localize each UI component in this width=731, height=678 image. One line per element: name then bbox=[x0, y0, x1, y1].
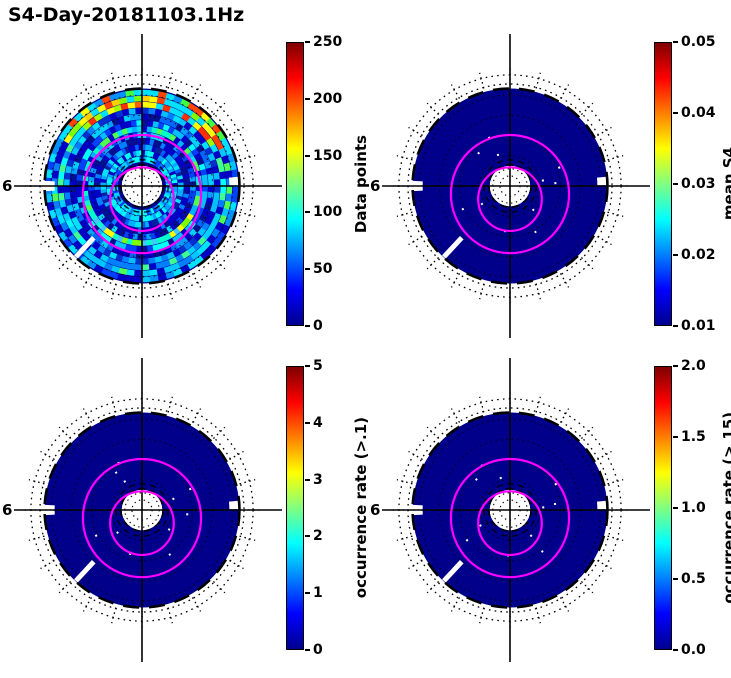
colorbar-tick bbox=[673, 507, 678, 509]
colorbar-tick bbox=[673, 254, 678, 256]
colorbar-gradient bbox=[286, 366, 304, 650]
colorbar-tick-label: 0 bbox=[313, 318, 323, 334]
colorbar-axis-label: occurrence rate (>.15) bbox=[720, 412, 731, 604]
colorbar-tick-label: 0.0 bbox=[681, 642, 706, 658]
colorbar-tick-label: 5 bbox=[313, 358, 323, 374]
magnetic-latitude-contours bbox=[81, 133, 203, 255]
cross-axes bbox=[382, 358, 650, 662]
colorbar-tick bbox=[305, 41, 310, 43]
cross-axes bbox=[14, 358, 282, 662]
colorbar-tick-label: 1.5 bbox=[681, 429, 706, 445]
colorbar-tick bbox=[673, 436, 678, 438]
colorbar-column: 0.0 0.5 1.0 1.5 2.0 bbox=[654, 358, 720, 658]
magnetic-latitude-contours bbox=[449, 133, 571, 255]
colorbar-tick bbox=[305, 325, 310, 327]
colorbar-gradient bbox=[286, 42, 304, 326]
colorbar-tick bbox=[305, 592, 310, 595]
polar-map-mean-s4: 6 bbox=[370, 34, 650, 338]
colorbar-column: 0 50 100 150 200 250 bbox=[286, 34, 352, 334]
colorbar-occurrence-rate-gt-0p1: 0 1 2 3 4 5 occurrence rate (>.1) bbox=[286, 358, 370, 658]
colorbar-tick bbox=[673, 649, 678, 651]
colorbar-axis-label: Data points bbox=[352, 134, 370, 234]
subplot-occurrence-rate-gt-0p15: 6 0.0 0.5 1.0 1.5 2.0 occurrence rate (>.15) bbox=[368, 352, 731, 666]
colorbar-tick bbox=[305, 649, 310, 651]
colorbar-tick-label: 0.02 bbox=[681, 247, 716, 263]
colorbar-tick bbox=[305, 97, 310, 100]
colorbar-column: 0 1 2 3 4 5 bbox=[286, 358, 352, 658]
colorbar-tick-label: 200 bbox=[313, 90, 343, 107]
colorbar-tick bbox=[305, 478, 310, 481]
colorbar-tick bbox=[305, 365, 310, 367]
colorbar-tick-label: 0.05 bbox=[681, 34, 716, 50]
colorbar-tick-label: 100 bbox=[313, 204, 343, 221]
colorbar-tick bbox=[305, 211, 310, 214]
colorbar-tick-label: 0.5 bbox=[681, 571, 706, 587]
colorbar-axis-label: occurrence rate (>.1) bbox=[352, 417, 370, 599]
subplot-occurrence-rate-gt-0p1: 6 0 1 2 3 4 5 occurrence rate (>.1) bbox=[0, 352, 370, 666]
cross-axes bbox=[14, 34, 282, 338]
colorbar-tick-label: 250 bbox=[313, 34, 343, 50]
left-axis-label: 6 bbox=[370, 177, 380, 195]
colorbar-tick bbox=[305, 421, 310, 424]
colorbar-tick-label: 150 bbox=[313, 147, 343, 164]
colorbar-tick bbox=[673, 183, 678, 185]
polar-map-occurrence-rate-gt-0p15: 6 bbox=[370, 358, 650, 662]
data-annulus bbox=[44, 412, 240, 608]
magnetic-latitude-contours bbox=[81, 457, 203, 579]
polar-map-occurrence-rate-gt-0p1: 6 bbox=[2, 358, 282, 662]
colorbar-tick-label: 3 bbox=[313, 471, 323, 488]
left-axis-label: 6 bbox=[370, 501, 380, 519]
left-axis-label: 6 bbox=[2, 501, 12, 519]
colorbar-tick-label: 1 bbox=[313, 585, 323, 602]
colorbar-tick bbox=[673, 41, 678, 43]
plots-grid: 6 0 50 100 150 200 250 Data points 6 0.01 0.02 0.03… bbox=[0, 28, 731, 666]
magnetic-latitude-contours bbox=[449, 457, 571, 579]
colorbar-tick-label: 50 bbox=[313, 261, 333, 278]
colorbar-tick-label: 0 bbox=[313, 642, 323, 658]
colorbar-tick bbox=[673, 365, 678, 367]
colorbar-tick bbox=[673, 325, 678, 327]
colorbar-occurrence-rate-gt-0p15: 0.0 0.5 1.0 1.5 2.0 occurrence rate (>.15) bbox=[654, 358, 731, 658]
colorbar-tick bbox=[673, 578, 678, 580]
colorbar-tick bbox=[305, 154, 310, 157]
cross-axes bbox=[382, 34, 650, 338]
colorbar-tick bbox=[673, 112, 678, 114]
colorbar-tick-label: 1.0 bbox=[681, 500, 706, 516]
colorbar-tick-label: 0.03 bbox=[681, 176, 716, 192]
colorbar-tick-label: 2 bbox=[313, 528, 323, 545]
figure: S4-Day-20181103.1Hz 6 0 50 100 150 200 250 Data… bbox=[0, 4, 731, 666]
colorbar-tick-label: 0.04 bbox=[681, 105, 716, 121]
subplot-data-points: 6 0 50 100 150 200 250 Data points bbox=[0, 28, 370, 342]
colorbar-mean-s4: 0.01 0.02 0.03 0.04 0.05 mean S4 bbox=[654, 34, 731, 334]
left-axis-label: 6 bbox=[2, 177, 12, 195]
colorbar-gradient bbox=[654, 366, 672, 650]
colorbar-gradient bbox=[654, 42, 672, 326]
colorbar-axis-label: mean S4 bbox=[720, 147, 731, 221]
colorbar-tick bbox=[305, 268, 310, 271]
figure-title: S4-Day-20181103.1Hz bbox=[8, 4, 245, 26]
colorbar-tick-label: 4 bbox=[313, 414, 323, 431]
colorbar-tick-label: 2.0 bbox=[681, 358, 706, 374]
subplot-mean-s4: 6 0.01 0.02 0.03 0.04 0.05 mean S4 bbox=[368, 28, 731, 342]
colorbar-column: 0.01 0.02 0.03 0.04 0.05 bbox=[654, 34, 720, 334]
polar-map-data-points: 6 bbox=[2, 34, 282, 338]
data-annulus bbox=[412, 88, 608, 284]
colorbar-data-points: 0 50 100 150 200 250 Data points bbox=[286, 34, 370, 334]
colorbar-tick-label: 0.01 bbox=[681, 318, 716, 334]
data-annulus bbox=[412, 412, 608, 608]
colorbar-tick bbox=[305, 535, 310, 538]
